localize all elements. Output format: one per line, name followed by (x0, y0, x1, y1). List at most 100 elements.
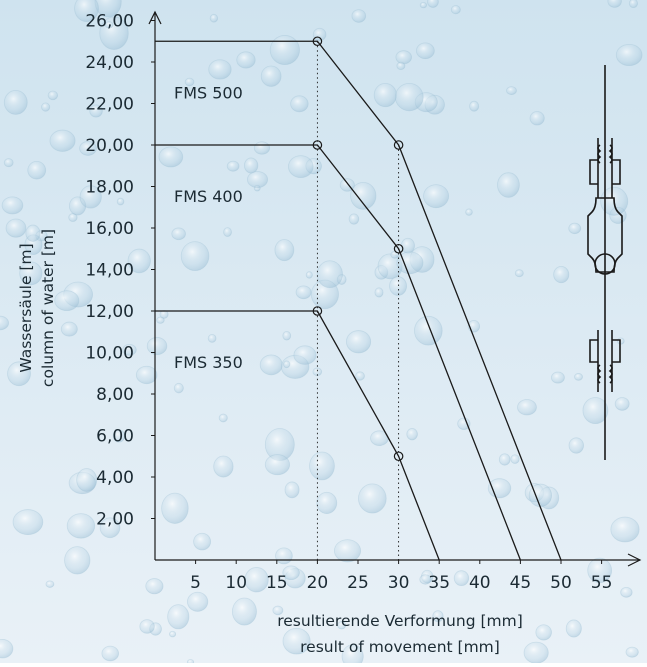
water-drop (260, 65, 282, 87)
x-tick-label: 10 (225, 573, 247, 593)
water-drop (345, 330, 372, 354)
water-drop (158, 146, 184, 168)
x-axis-label-2: result of movement [mm] (300, 638, 500, 656)
water-drop (469, 100, 480, 112)
water-drop (465, 208, 473, 216)
water-drop (64, 546, 91, 575)
water-drop (259, 354, 283, 376)
water-drop (282, 627, 311, 655)
water-drop (116, 197, 125, 206)
x-tick-label: 25 (347, 573, 369, 593)
water-drop (47, 90, 59, 101)
water-drop (394, 82, 424, 112)
water-drop (419, 1, 428, 9)
water-drop (184, 77, 195, 87)
water-drop (218, 413, 228, 423)
water-drop (156, 316, 165, 324)
y-tick-labels: 2,00 4,00 6,00 8,00 10,00 12,00 14,00 16,00 18,0… (85, 12, 134, 530)
water-drop (223, 227, 232, 237)
water-drop (396, 61, 406, 71)
water-drop (1, 196, 24, 215)
water-drop (432, 610, 444, 623)
water-drop (316, 491, 338, 515)
water-drop (79, 185, 102, 209)
series-marker-fms-400 (393, 243, 404, 254)
water-drop (295, 285, 312, 300)
water-drop (122, 343, 137, 356)
water-drop (12, 509, 44, 535)
y-tick-label: 2,00 (96, 510, 134, 530)
water-drop (236, 51, 256, 69)
water-drop (523, 641, 549, 664)
series-marker-fms-500 (312, 36, 323, 47)
x-axis-arrow (627, 553, 642, 567)
water-drop (457, 417, 471, 430)
water-drop (3, 158, 14, 168)
water-drop (213, 455, 234, 478)
water-drop (337, 621, 347, 630)
water-drop (7, 361, 31, 387)
water-drop (614, 397, 630, 411)
water-drop (565, 619, 582, 638)
water-drop (186, 659, 195, 666)
waterstop-profile-icon (587, 65, 623, 460)
series-marker-fms-350 (312, 306, 323, 316)
water-drop (68, 213, 78, 222)
water-drop (487, 478, 512, 499)
water-drop (282, 565, 300, 581)
water-drop (193, 532, 212, 551)
water-drop (574, 373, 583, 381)
series-markers (312, 36, 404, 462)
water-drop (355, 371, 365, 381)
water-drop (274, 239, 295, 262)
water-drop (247, 171, 269, 189)
water-drop (288, 155, 314, 179)
series-line-fms-350 (155, 310, 440, 561)
water-drop (497, 172, 520, 198)
x-axis-label: resultierende Verformung [mm] (277, 612, 523, 630)
water-drop (127, 248, 151, 274)
water-drop (620, 587, 633, 598)
water-drop (243, 157, 259, 174)
axes (148, 10, 642, 567)
water-drop (348, 213, 360, 225)
y-tick-label: 12,00 (85, 302, 134, 322)
water-drop (414, 315, 443, 346)
water-drop (350, 181, 377, 210)
water-drop (99, 517, 121, 539)
water-drop (74, 0, 99, 23)
y-tick-label: 10,00 (85, 344, 134, 364)
water-drop (607, 0, 622, 8)
water-drop (282, 330, 292, 341)
water-drop (171, 227, 186, 241)
series-label-fms-500: FMS 500 (174, 83, 243, 102)
water-drop (187, 591, 209, 612)
x-tick-label: 50 (550, 573, 572, 593)
water-drop (535, 624, 552, 641)
water-drop (101, 645, 119, 662)
water-drop (89, 104, 103, 118)
water-drop (587, 557, 613, 584)
series-label-fms-350: FMS 350 (174, 353, 243, 372)
water-drop (628, 0, 638, 9)
dotted-guides (316, 41, 400, 560)
water-drop (283, 360, 291, 369)
series-marker-fms-500 (393, 140, 404, 150)
water-drop (351, 9, 367, 23)
water-drop (309, 451, 335, 481)
water-drop (551, 371, 565, 384)
water-drop (582, 397, 609, 425)
water-drop (529, 111, 545, 126)
y-tick-label: 8,00 (96, 385, 134, 405)
water-drop (453, 570, 470, 587)
y-tick-label: 20,00 (85, 136, 134, 156)
y-tick-label: 14,00 (85, 261, 134, 281)
water-drop (76, 468, 98, 492)
series-marker-fms-400 (312, 140, 323, 150)
water-drop (161, 492, 189, 524)
water-drop (553, 266, 570, 284)
water-drop (389, 276, 407, 296)
water-drop (610, 516, 640, 543)
series-line-fms-500 (155, 40, 562, 561)
